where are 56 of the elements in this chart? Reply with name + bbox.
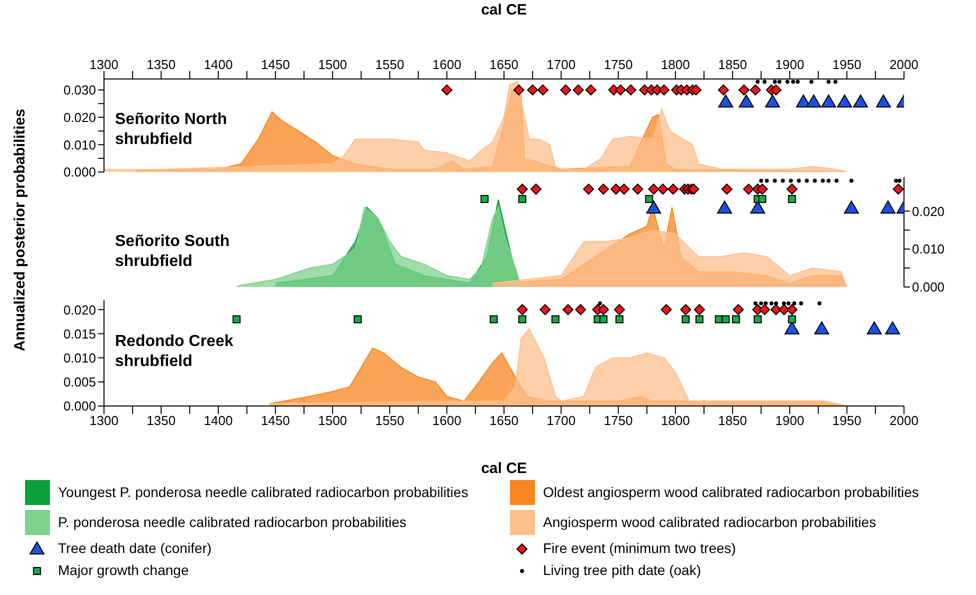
x-tick-label: 1550 xyxy=(375,413,404,428)
x-tick-label: 1900 xyxy=(775,57,804,72)
x-tick-label: 1300 xyxy=(90,57,118,72)
x-tick-label: 1500 xyxy=(318,57,348,72)
y-tick-label: 0.005 xyxy=(63,374,96,390)
x-tick-label: 1950 xyxy=(832,57,862,72)
legend-label: Oldest angiosperm wood calibrated radiocarbon probabilities xyxy=(543,484,919,500)
x-tick-label: 1750 xyxy=(604,413,633,428)
x-axis-title: cal CE xyxy=(481,460,527,477)
y-tick-label: 0.020 xyxy=(63,110,96,125)
x-tick-label: 1900 xyxy=(775,413,804,428)
y-tick-label: 0.015 xyxy=(63,326,96,342)
legend-label: Tree death date (conifer) xyxy=(58,540,212,556)
x-tick-label: 1700 xyxy=(546,413,576,428)
legend-label: Major growth change xyxy=(58,562,189,578)
x-tick-label: 1800 xyxy=(660,57,690,72)
y-tick-label: 0.030 xyxy=(63,82,96,98)
legend-label: P. ponderosa needle calibrated radiocarbon probabilities xyxy=(58,514,406,530)
x-tick-label: 1300 xyxy=(90,413,118,428)
x-tick-label: 1400 xyxy=(204,57,233,72)
x-tick-label: 1450 xyxy=(260,57,290,72)
legend-label: Youngest P. ponderosa needle calibrated radiocarbon probabilities xyxy=(58,484,468,500)
x-tick-label: 1450 xyxy=(260,413,290,428)
y-tick-label: 0.000 xyxy=(63,398,96,414)
x-tick-label: 2000 xyxy=(890,57,918,72)
x-axis-title: cal CE xyxy=(481,2,527,19)
x-tick-label: 1950 xyxy=(832,413,862,428)
legend-label: Fire event (minimum two trees) xyxy=(543,540,736,556)
x-tick-label: 1850 xyxy=(718,413,748,428)
x-tick-label: 1400 xyxy=(204,413,233,428)
legend-label: Angiosperm wood calibrated radiocarbon probabilities xyxy=(543,514,876,530)
y-tick-label: 0.010 xyxy=(912,242,945,257)
y-tick-label: 0.010 xyxy=(63,350,96,366)
x-tick-label: 1750 xyxy=(604,57,633,72)
y-tick-label: 0.020 xyxy=(912,204,945,219)
x-tick-label: 1550 xyxy=(375,57,404,72)
text: Señorito North shrubfield xyxy=(115,110,228,150)
x-tick-label: 1650 xyxy=(490,57,518,72)
text: Señorito South shrubfield xyxy=(115,232,231,272)
x-tick-label: 2000 xyxy=(890,413,918,428)
y-tick-label: 0.000 xyxy=(912,280,945,295)
x-tick-label: 1350 xyxy=(146,57,176,72)
x-tick-label: 1650 xyxy=(490,413,518,428)
legend-label: Living tree pith date (oak) xyxy=(543,562,701,578)
y-axis-title: Annualized posterior probabilities xyxy=(12,108,28,352)
x-tick-label: 1350 xyxy=(146,413,176,428)
x-tick-label: 1500 xyxy=(318,413,348,428)
text: Redondo Creek shrubfield xyxy=(115,332,234,372)
y-tick-label: 0.010 xyxy=(63,137,96,152)
x-tick-label: 1700 xyxy=(546,57,576,72)
y-tick-label: 0.000 xyxy=(63,164,96,180)
x-tick-label: 1800 xyxy=(660,413,690,428)
x-tick-label: 1600 xyxy=(432,57,462,72)
x-tick-label: 1850 xyxy=(718,57,748,72)
y-tick-label: 0.020 xyxy=(63,302,96,318)
x-tick-label: 1600 xyxy=(432,413,462,428)
